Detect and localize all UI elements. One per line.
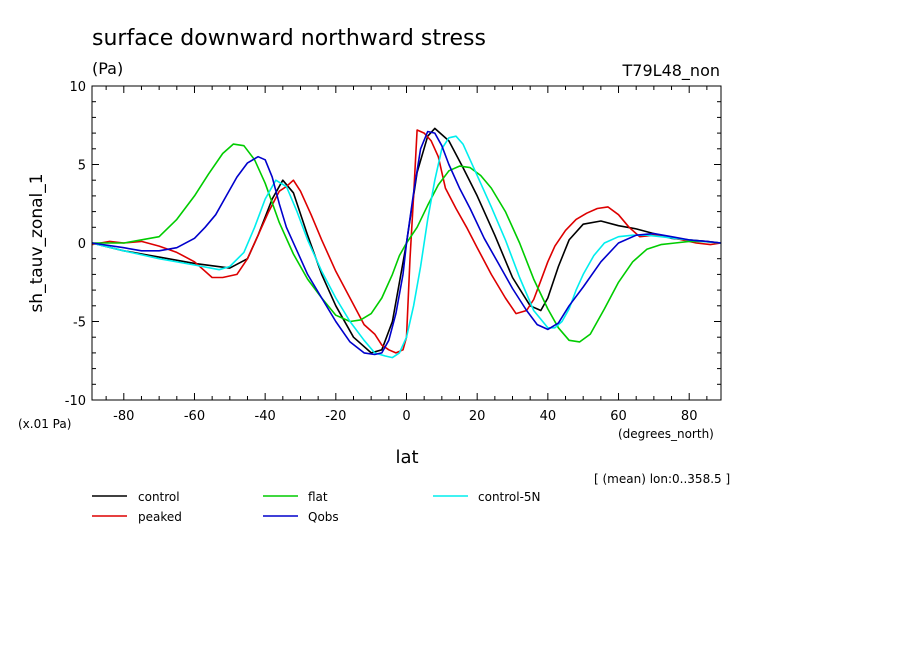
x-tick-label: 80 xyxy=(681,409,698,424)
series-layer xyxy=(92,127,721,359)
y-tick-label: 0 xyxy=(78,237,86,252)
legend-label-flat: flat xyxy=(308,490,328,504)
series-line-flat xyxy=(92,143,721,343)
axis-ticks xyxy=(92,86,721,400)
y-tick-label: 5 xyxy=(78,159,86,174)
x-tick-label: 0 xyxy=(402,409,410,424)
footnote: [ (mean) lon:0..358.5 ] xyxy=(594,472,730,486)
x-tick-label: 60 xyxy=(610,409,627,424)
legend-label-control: control xyxy=(138,490,180,504)
x-tick-label: -40 xyxy=(255,409,276,424)
x-tick-label: -20 xyxy=(325,409,346,424)
x-units-label: (degrees_north) xyxy=(618,427,714,441)
legend: control peaked flat Qobs control-5N xyxy=(92,490,541,524)
y-tick-label: 10 xyxy=(69,80,86,95)
legend-label-control-5n: control-5N xyxy=(478,490,541,504)
series-line-control-5n xyxy=(92,135,721,359)
plot-frame xyxy=(91,85,722,401)
y-axis-label: sh_tauv_zonal_1 xyxy=(27,173,47,312)
x-tick-label: 40 xyxy=(540,409,557,424)
y-tick-labels: -10 -5 0 5 10 xyxy=(65,80,86,409)
x-tick-labels: -80 -60 -40 -20 0 20 40 60 80 xyxy=(113,409,697,424)
legend-item-peaked: peaked xyxy=(92,510,182,524)
series-line-qobs xyxy=(92,130,721,356)
legend-item-flat: flat xyxy=(263,490,328,504)
x-tick-label: 20 xyxy=(469,409,486,424)
run-label: T79L48_non xyxy=(622,61,720,81)
legend-label-peaked: peaked xyxy=(138,510,182,524)
x-tick-label: -60 xyxy=(184,409,205,424)
chart-title: surface downward northward stress xyxy=(92,26,486,51)
x-tick-label: -80 xyxy=(113,409,134,424)
y-tick-label: -5 xyxy=(73,316,86,331)
y-scale-note: (x.01 Pa) xyxy=(18,417,71,431)
legend-item-qobs: Qobs xyxy=(263,510,339,524)
legend-item-control: control xyxy=(92,490,180,504)
legend-item-control-5n: control-5N xyxy=(433,490,541,504)
x-axis-label: lat xyxy=(395,447,418,468)
legend-label-qobs: Qobs xyxy=(308,510,339,524)
units-label: (Pa) xyxy=(92,59,123,78)
y-tick-label: -10 xyxy=(65,394,86,409)
series-line-peaked xyxy=(92,129,721,354)
